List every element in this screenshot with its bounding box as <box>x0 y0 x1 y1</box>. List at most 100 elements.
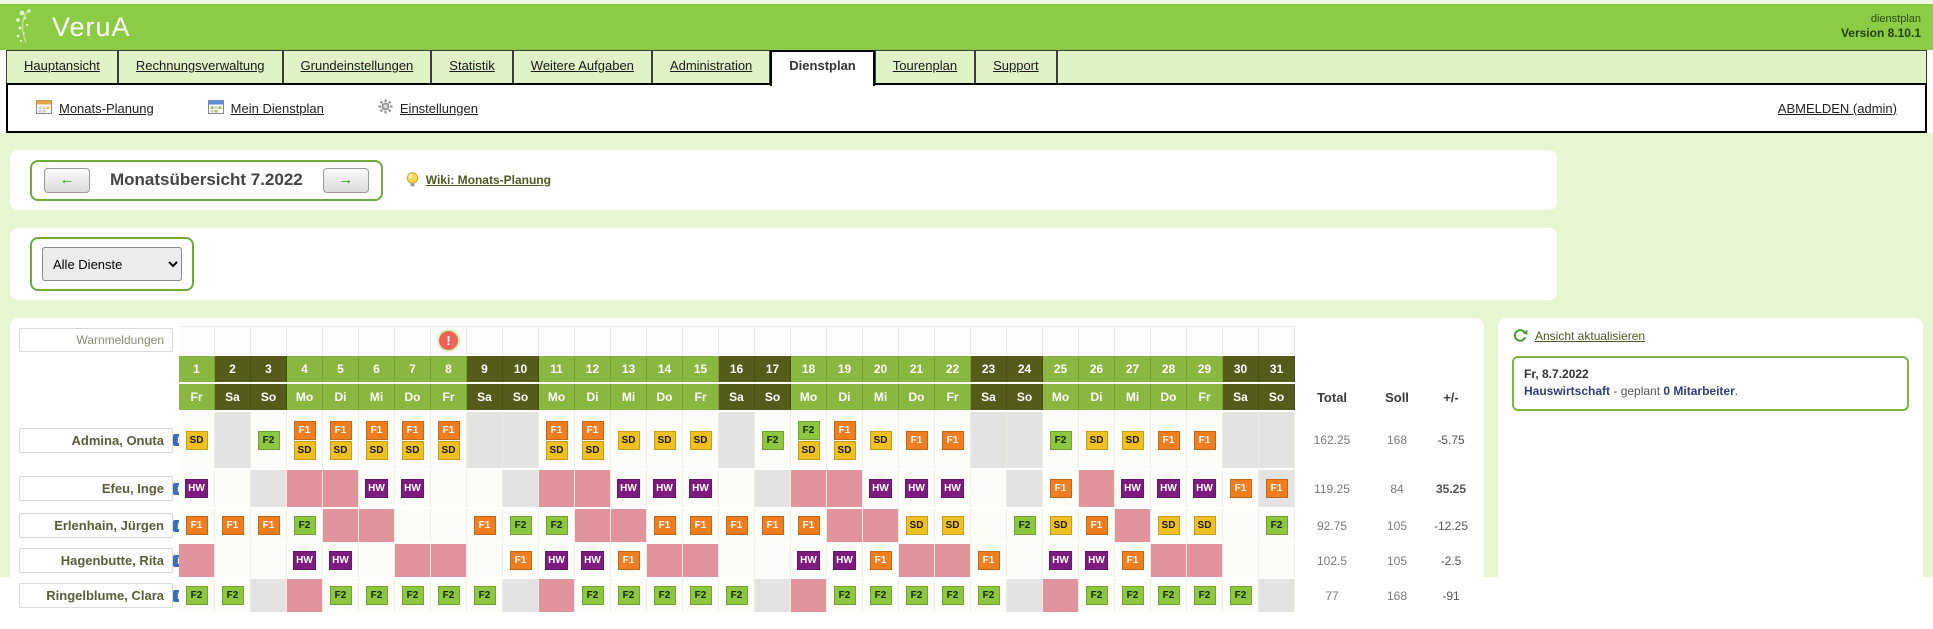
roster-cell-hagenbutte-rita-day-31[interactable] <box>1259 544 1295 577</box>
employee-info-icon[interactable]: i <box>173 482 179 495</box>
roster-cell-efeu-inge-day-23[interactable] <box>971 470 1007 507</box>
roster-cell-hagenbutte-rita-day-16[interactable] <box>719 544 755 577</box>
roster-cell-efeu-inge-day-7[interactable]: HW <box>395 470 431 507</box>
roster-cell-admina-onuta-day-29[interactable]: F1 <box>1187 412 1223 468</box>
roster-cell-efeu-inge-day-29[interactable]: HW <box>1187 470 1223 507</box>
tab-tourenplan[interactable]: Tourenplan <box>874 50 976 83</box>
roster-cell-ringelblume-clara-day-14[interactable]: F2 <box>647 579 683 612</box>
employee-info-icon[interactable]: i <box>173 589 179 602</box>
roster-cell-erlenhain-jürgen-day-18[interactable]: F1 <box>791 509 827 542</box>
tab-rechnungsverwaltung[interactable]: Rechnungsverwaltung <box>117 50 283 83</box>
roster-cell-efeu-inge-day-20[interactable]: HW <box>863 470 899 507</box>
roster-cell-ringelblume-clara-day-31[interactable] <box>1259 579 1295 612</box>
roster-cell-ringelblume-clara-day-1[interactable]: F2 <box>179 579 215 612</box>
roster-cell-erlenhain-jürgen-day-11[interactable]: F2 <box>539 509 575 542</box>
roster-cell-ringelblume-clara-day-30[interactable]: F2 <box>1223 579 1259 612</box>
roster-cell-hagenbutte-rita-day-11[interactable]: HW <box>539 544 575 577</box>
roster-cell-hagenbutte-rita-day-28[interactable] <box>1151 544 1187 577</box>
roster-cell-admina-onuta-day-13[interactable]: SD <box>611 412 647 468</box>
roster-cell-hagenbutte-rita-day-30[interactable] <box>1223 544 1259 577</box>
roster-cell-erlenhain-jürgen-day-26[interactable]: F1 <box>1079 509 1115 542</box>
roster-cell-hagenbutte-rita-day-25[interactable]: HW <box>1043 544 1079 577</box>
roster-cell-admina-onuta-day-4[interactable]: F1 SD <box>287 412 323 468</box>
roster-cell-hagenbutte-rita-day-1[interactable] <box>179 544 215 577</box>
roster-cell-admina-onuta-day-11[interactable]: F1 SD <box>539 412 575 468</box>
roster-cell-hagenbutte-rita-day-2[interactable] <box>215 544 251 577</box>
roster-cell-efeu-inge-day-6[interactable]: HW <box>359 470 395 507</box>
roster-cell-efeu-inge-day-1[interactable]: HW <box>179 470 215 507</box>
roster-cell-admina-onuta-day-7[interactable]: F1 SD <box>395 412 431 468</box>
roster-cell-admina-onuta-day-16[interactable] <box>719 412 755 468</box>
toolbar-link-einstellungen[interactable]: Einstellungen <box>378 99 478 117</box>
roster-cell-erlenhain-jürgen-day-23[interactable] <box>971 509 1007 542</box>
roster-cell-erlenhain-jürgen-day-6[interactable] <box>359 509 395 542</box>
roster-cell-ringelblume-clara-day-22[interactable]: F2 <box>935 579 971 612</box>
employee-info-icon[interactable]: i <box>173 554 179 567</box>
roster-cell-efeu-inge-day-2[interactable] <box>215 470 251 507</box>
roster-cell-admina-onuta-day-22[interactable]: F1 <box>935 412 971 468</box>
roster-cell-hagenbutte-rita-day-10[interactable]: F1 <box>503 544 539 577</box>
roster-cell-ringelblume-clara-day-6[interactable]: F2 <box>359 579 395 612</box>
roster-cell-hagenbutte-rita-day-14[interactable] <box>647 544 683 577</box>
roster-cell-efeu-inge-day-15[interactable]: HW <box>683 470 719 507</box>
roster-cell-admina-onuta-day-18[interactable]: F2 SD <box>791 412 827 468</box>
roster-cell-admina-onuta-day-21[interactable]: F1 <box>899 412 935 468</box>
roster-cell-hagenbutte-rita-day-22[interactable] <box>935 544 971 577</box>
roster-cell-ringelblume-clara-day-16[interactable]: F2 <box>719 579 755 612</box>
roster-cell-ringelblume-clara-day-11[interactable] <box>539 579 575 612</box>
roster-cell-ringelblume-clara-day-24[interactable] <box>1007 579 1043 612</box>
roster-cell-admina-onuta-day-8[interactable]: F1 SD <box>431 412 467 468</box>
roster-cell-hagenbutte-rita-day-5[interactable]: HW <box>323 544 359 577</box>
tab-dienstplan[interactable]: Dienstplan <box>770 50 875 86</box>
roster-cell-hagenbutte-rita-day-20[interactable]: F1 <box>863 544 899 577</box>
roster-cell-erlenhain-jürgen-day-3[interactable]: F1 <box>251 509 287 542</box>
roster-cell-hagenbutte-rita-day-15[interactable] <box>683 544 719 577</box>
roster-cell-efeu-inge-day-31[interactable]: F1 <box>1259 470 1295 507</box>
tab-statistik[interactable]: Statistik <box>431 50 513 83</box>
roster-cell-efeu-inge-day-4[interactable] <box>287 470 323 507</box>
roster-cell-ringelblume-clara-day-20[interactable]: F2 <box>863 579 899 612</box>
roster-cell-admina-onuta-day-14[interactable]: SD <box>647 412 683 468</box>
roster-cell-admina-onuta-day-25[interactable]: F2 <box>1043 412 1079 468</box>
roster-cell-efeu-inge-day-17[interactable] <box>755 470 791 507</box>
service-filter-select[interactable]: Alle Dienste <box>42 247 182 281</box>
wiki-link[interactable]: Wiki: Monats-Planung <box>425 173 551 187</box>
roster-cell-ringelblume-clara-day-9[interactable]: F2 <box>467 579 503 612</box>
roster-cell-admina-onuta-day-19[interactable]: F1 SD <box>827 412 863 468</box>
roster-cell-ringelblume-clara-day-27[interactable]: F2 <box>1115 579 1151 612</box>
warning-icon[interactable]: ! <box>439 330 458 350</box>
roster-cell-hagenbutte-rita-day-21[interactable] <box>899 544 935 577</box>
roster-cell-hagenbutte-rita-day-26[interactable]: HW <box>1079 544 1115 577</box>
tab-grundeinstellungen[interactable]: Grundeinstellungen <box>282 50 432 83</box>
roster-cell-ringelblume-clara-day-23[interactable]: F2 <box>971 579 1007 612</box>
refresh-view-link[interactable]: Ansicht aktualisieren <box>1535 329 1646 343</box>
roster-cell-admina-onuta-day-15[interactable]: SD <box>683 412 719 468</box>
roster-cell-erlenhain-jürgen-day-22[interactable]: SD <box>935 509 971 542</box>
roster-cell-efeu-inge-day-22[interactable]: HW <box>935 470 971 507</box>
roster-cell-efeu-inge-day-18[interactable] <box>791 470 827 507</box>
roster-cell-hagenbutte-rita-day-3[interactable] <box>251 544 287 577</box>
roster-cell-efeu-inge-day-26[interactable] <box>1079 470 1115 507</box>
roster-cell-ringelblume-clara-day-26[interactable]: F2 <box>1079 579 1115 612</box>
roster-cell-efeu-inge-day-21[interactable]: HW <box>899 470 935 507</box>
roster-cell-erlenhain-jürgen-day-16[interactable]: F1 <box>719 509 755 542</box>
roster-cell-erlenhain-jürgen-day-13[interactable] <box>611 509 647 542</box>
toolbar-link-mein-dienstplan[interactable]: Mein Dienstplan <box>207 99 324 117</box>
roster-cell-erlenhain-jürgen-day-7[interactable] <box>395 509 431 542</box>
roster-cell-ringelblume-clara-day-4[interactable] <box>287 579 323 612</box>
roster-cell-erlenhain-jürgen-day-21[interactable]: SD <box>899 509 935 542</box>
employee-info-icon[interactable]: i <box>173 434 179 446</box>
roster-cell-erlenhain-jürgen-day-4[interactable]: F2 <box>287 509 323 542</box>
roster-cell-efeu-inge-day-24[interactable] <box>1007 470 1043 507</box>
roster-cell-ringelblume-clara-day-8[interactable]: F2 <box>431 579 467 612</box>
roster-cell-efeu-inge-day-27[interactable]: HW <box>1115 470 1151 507</box>
roster-cell-efeu-inge-day-30[interactable]: F1 <box>1223 470 1259 507</box>
toolbar-link-monats-planung[interactable]: Monats-Planung <box>36 99 154 117</box>
roster-cell-admina-onuta-day-5[interactable]: F1 SD <box>323 412 359 468</box>
roster-cell-erlenhain-jürgen-day-15[interactable]: F1 <box>683 509 719 542</box>
roster-cell-efeu-inge-day-5[interactable] <box>323 470 359 507</box>
roster-cell-hagenbutte-rita-day-9[interactable] <box>467 544 503 577</box>
roster-cell-efeu-inge-day-16[interactable] <box>719 470 755 507</box>
roster-cell-ringelblume-clara-day-13[interactable]: F2 <box>611 579 647 612</box>
tab-weitere-aufgaben[interactable]: Weitere Aufgaben <box>512 50 652 83</box>
